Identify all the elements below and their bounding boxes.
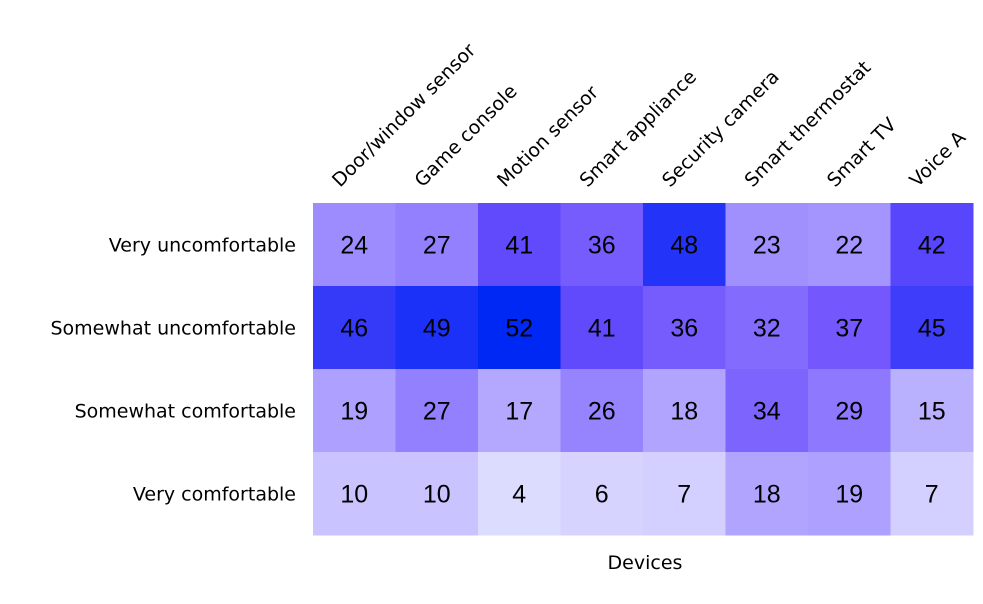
cell-value-label: 49 xyxy=(423,315,451,343)
cell-value-label: 17 xyxy=(505,398,533,426)
cell-value-label: 10 xyxy=(340,481,368,509)
row-label: Somewhat comfortable xyxy=(75,401,296,423)
heatmap-cell xyxy=(643,369,726,453)
heatmap-cell xyxy=(313,286,396,370)
cell-value-label: 22 xyxy=(835,232,863,260)
cell-value-label: 36 xyxy=(670,315,698,343)
column-label: Voice A xyxy=(905,127,970,192)
heatmap-cell xyxy=(808,369,891,453)
heatmap-cell xyxy=(560,203,644,287)
cell-value-label: 27 xyxy=(423,398,451,426)
cell-value-label: 23 xyxy=(753,232,781,260)
heatmap-cell xyxy=(313,203,396,287)
cell-value-label: 29 xyxy=(835,398,863,426)
cell-value-label: 26 xyxy=(588,398,616,426)
heatmap-cell xyxy=(560,452,644,536)
cell-value-label: 10 xyxy=(423,481,451,509)
cell-value-label: 34 xyxy=(753,398,781,426)
heatmap-cell xyxy=(725,203,809,287)
x-axis-title: Devices xyxy=(608,552,683,574)
heatmap-cell xyxy=(643,452,726,536)
row-label: Very comfortable xyxy=(133,484,296,506)
heatmap-cell xyxy=(890,203,974,287)
cell-value-label: 41 xyxy=(588,315,616,343)
cell-value-label: 27 xyxy=(423,232,451,260)
heatmap-cell xyxy=(890,286,974,370)
cell-value-label: 18 xyxy=(670,398,698,426)
cell-value-label: 7 xyxy=(677,481,691,509)
cell-value-label: 4 xyxy=(512,481,526,509)
heatmap-cell xyxy=(313,452,396,536)
cell-value-label: 41 xyxy=(505,232,533,260)
heatmap-cell xyxy=(725,369,809,453)
row-label: Very uncomfortable xyxy=(109,235,296,257)
row-label: Somewhat uncomfortable xyxy=(50,318,296,340)
cell-value-label: 6 xyxy=(595,481,609,509)
cell-value-label: 52 xyxy=(505,315,533,343)
heatmap-cell xyxy=(808,203,891,287)
heatmap-cell xyxy=(643,203,726,287)
heatmap-cell xyxy=(890,452,974,536)
cell-value-label: 48 xyxy=(670,232,698,260)
cell-value-label: 24 xyxy=(340,232,368,260)
heatmap-cell xyxy=(725,286,809,370)
heatmap-cell xyxy=(560,286,644,370)
cell-value-label: 45 xyxy=(918,315,946,343)
heatmap-cell xyxy=(478,286,561,370)
cell-value-label: 19 xyxy=(835,481,863,509)
heatmap-cell xyxy=(313,369,396,453)
cell-value-label: 46 xyxy=(340,315,368,343)
heatmap-cell xyxy=(395,286,479,370)
column-label: Smart TV xyxy=(823,114,901,192)
heatmap-cell xyxy=(643,286,726,370)
cell-value-label: 19 xyxy=(340,398,368,426)
cell-value-label: 7 xyxy=(925,481,939,509)
column-label: Door/window sensor xyxy=(328,39,480,191)
heatmap-cell xyxy=(395,369,479,453)
heatmap-cell xyxy=(725,452,809,536)
cell-value-label: 32 xyxy=(753,315,781,343)
cell-value-label: 18 xyxy=(753,481,781,509)
cell-value-label: 36 xyxy=(588,232,616,260)
heatmap-cell xyxy=(890,369,974,453)
heatmap-cell xyxy=(808,286,891,370)
heatmap-cell xyxy=(478,369,561,453)
heatmap-cell xyxy=(478,203,561,287)
heatmap-cell xyxy=(808,452,891,536)
row-labels: Very uncomfortable Somewhat uncomfortable… xyxy=(50,235,296,506)
cell-value-label: 37 xyxy=(835,315,863,343)
cell-value-label: 42 xyxy=(918,232,946,260)
heatmap-cell xyxy=(395,203,479,287)
cell-value-label: 15 xyxy=(918,398,946,426)
heatmap-cell xyxy=(395,452,479,536)
heatmap-cell xyxy=(560,369,644,453)
heatmap-cell xyxy=(478,452,561,536)
